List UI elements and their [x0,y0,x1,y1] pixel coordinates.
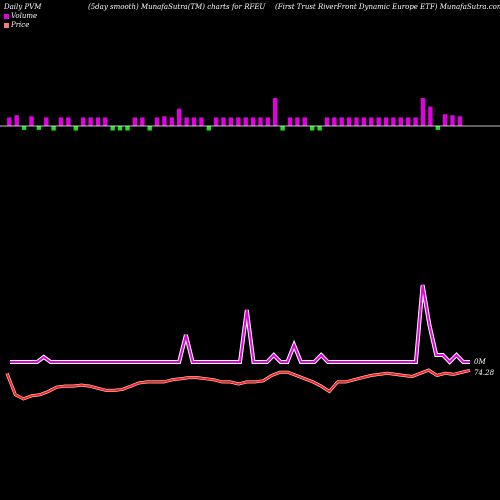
volume-bar [310,126,315,131]
volume-bar [110,126,115,131]
legend-price: Price [4,21,29,29]
volume-bar [191,117,197,126]
volume-bar [339,117,344,126]
volume-bar [36,126,42,130]
legend-volume: Volume [4,12,37,20]
volume-bar [73,126,78,131]
volume-bar [398,117,403,126]
volume-bar [7,117,12,126]
volume-value-label: 0M [474,358,486,366]
volume-bar [369,117,374,126]
volume-bar [324,117,330,126]
volume-line-group [10,284,470,365]
volume-bar [302,117,307,126]
volume-bar [162,116,167,126]
volume-bar [169,117,174,126]
chart-type-label: Daily PVM [4,3,42,11]
price-swatch [4,23,9,28]
volume-bar [117,126,123,131]
volume-bar [206,126,211,131]
volume-bar [199,117,204,126]
price-line [6,368,471,400]
volume-bar [103,117,108,126]
volume-bar [273,98,278,126]
chart-subtitle: (First Trust RiverFront Dynamic Europe E… [275,3,500,11]
volume-swatch [4,14,9,19]
volume-bar [221,117,226,126]
volume-bar [450,115,455,126]
volume-bar [332,117,337,126]
volume-bars [7,98,463,131]
volume-bar [154,117,160,126]
volume-bar [295,117,300,126]
volume-bar [14,115,19,126]
volume-line [10,284,470,364]
volume-bar [213,117,219,126]
legend-price-label: Price [11,21,30,29]
volume-bar [420,98,426,126]
legend-volume-label: Volume [11,12,38,20]
volume-bar [346,117,352,126]
volume-bar [21,126,27,130]
volume-bar [236,117,241,126]
volume-bar [457,116,463,126]
volume-bar [81,117,86,126]
price-line-group [5,368,471,401]
volume-bar [44,117,49,126]
volume-bar [125,126,130,131]
price-value-label: 74.28 [474,369,495,377]
volume-bar [177,108,182,126]
volume-bar [228,117,234,126]
volume-bar [442,114,448,126]
volume-bar [147,126,152,131]
volume-bar [287,117,293,126]
volume-bar [184,117,189,126]
volume-bar [140,117,145,126]
volume-bar [391,117,396,126]
volume-bar [243,117,248,126]
volume-bar [435,126,440,130]
volume-bar [95,117,101,126]
volume-bar [88,117,93,126]
volume-bar [354,117,359,126]
chart-title: (5day smooth) MunafaSutra(TM) charts for… [88,3,266,11]
volume-bar [132,117,138,126]
volume-bar [258,117,263,126]
volume-bar [58,117,64,126]
volume-bar [406,117,411,126]
volume-bar [280,126,285,131]
volume-bar [51,126,56,131]
volume-bar [317,126,322,131]
volume-bar [66,117,71,126]
volume-bar [29,116,34,126]
volume-bar [250,117,256,126]
volume-bar [376,117,381,126]
volume-bar [383,117,389,126]
volume-bar [428,106,433,126]
volume-bar [361,117,367,126]
volume-bar [265,117,271,126]
volume-bar [413,117,418,126]
volume-line-halo [10,284,470,365]
